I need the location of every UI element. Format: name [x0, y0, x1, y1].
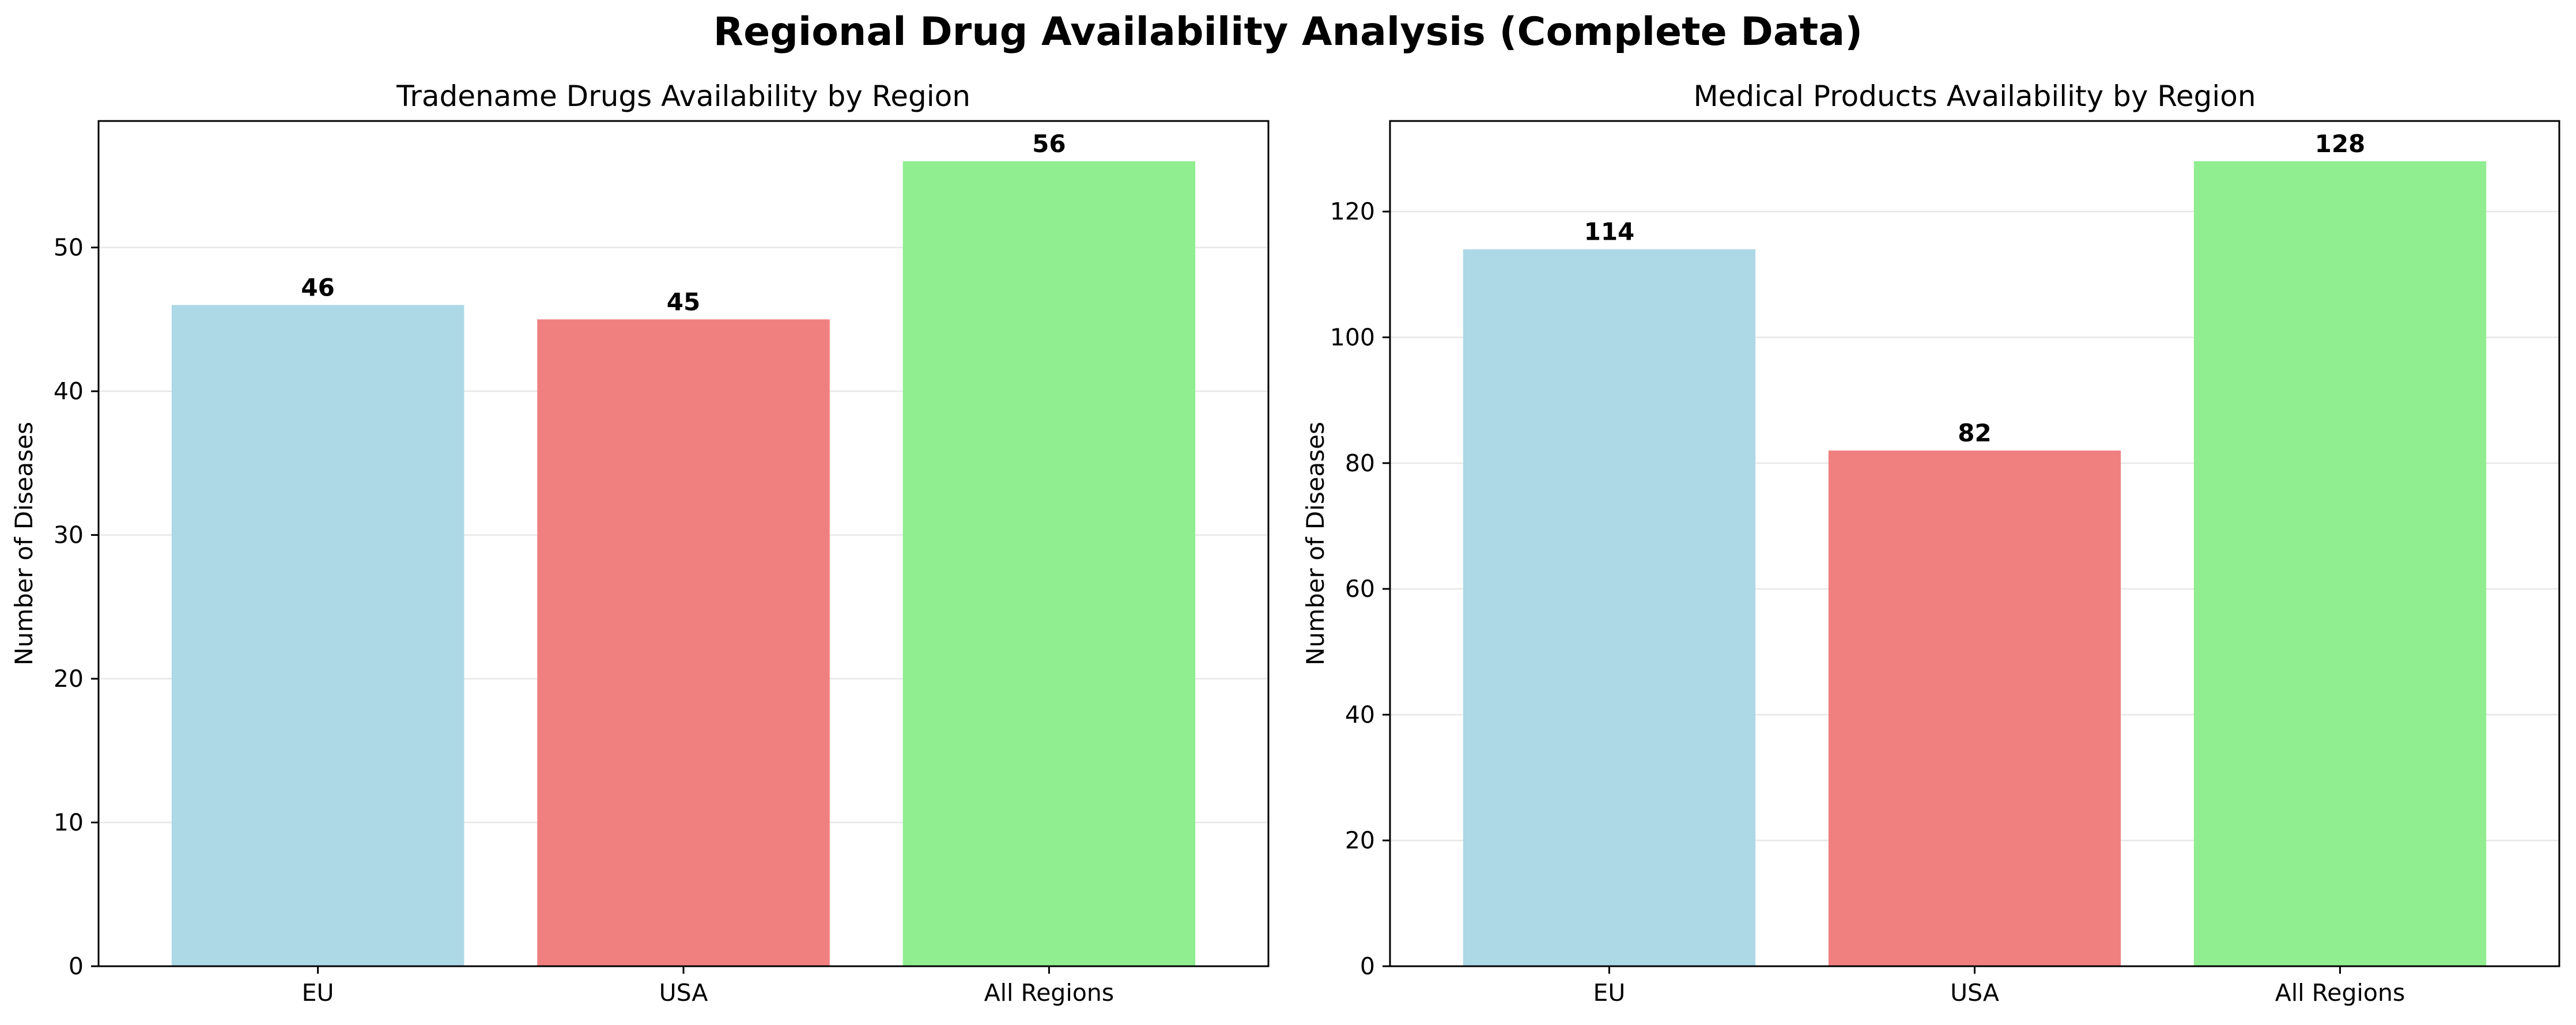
y-tick-label: 100 [1330, 323, 1375, 351]
y-tick-label: 50 [54, 234, 84, 262]
x-tick-label: USA [659, 979, 708, 1007]
axes-title: Medical Products Availability by Region [1693, 80, 2256, 113]
y-tick-label: 80 [1345, 449, 1375, 477]
x-tick-label: EU [1593, 979, 1625, 1007]
bar-usa [537, 319, 830, 966]
y-tick-label: 0 [1360, 952, 1375, 980]
bar-value-label: 82 [1958, 419, 1991, 447]
x-tick-label: All Regions [984, 979, 1115, 1007]
x-tick-label: USA [1950, 979, 1999, 1007]
bar-usa [1828, 450, 2121, 966]
x-tick-label: All Regions [2275, 979, 2405, 1007]
x-tick-label: EU [302, 979, 334, 1007]
chart-panel-medical-products: 114 82 128 0 20 40 60 80 100 120 EU USA All Regions M… [1301, 80, 2560, 1007]
chart-panel-tradename: 46 45 56 0 10 20 30 40 50 EU USA All Regions Tradena… [10, 80, 1270, 1007]
y-tick-label: 30 [54, 521, 84, 549]
bar-value-label: 128 [2315, 130, 2366, 158]
y-axis-label: Number of Diseases [10, 422, 38, 665]
figure-suptitle: Regional Drug Availability Analysis (Com… [713, 9, 1863, 55]
bar-value-label: 56 [1032, 130, 1066, 158]
bar-all-regions [2193, 161, 2487, 966]
y-tick-label: 60 [1345, 575, 1375, 603]
bar-value-label: 45 [667, 288, 700, 316]
bar-value-label: 46 [301, 273, 334, 301]
bar-eu [171, 305, 464, 966]
y-tick-label: 20 [1345, 827, 1375, 854]
y-tick-label: 120 [1330, 198, 1375, 225]
bar-eu [1463, 249, 1756, 966]
y-tick-label: 20 [54, 665, 84, 693]
axes-title: Tradename Drugs Availability by Region [396, 80, 970, 113]
bar-value-label: 114 [1584, 218, 1635, 246]
y-tick-label: 40 [54, 377, 84, 405]
bar-all-regions [902, 161, 1196, 966]
y-tick-label: 40 [1345, 701, 1375, 728]
y-tick-label: 10 [54, 809, 84, 837]
y-tick-label: 0 [69, 952, 84, 980]
y-axis-label: Number of Diseases [1301, 422, 1329, 665]
